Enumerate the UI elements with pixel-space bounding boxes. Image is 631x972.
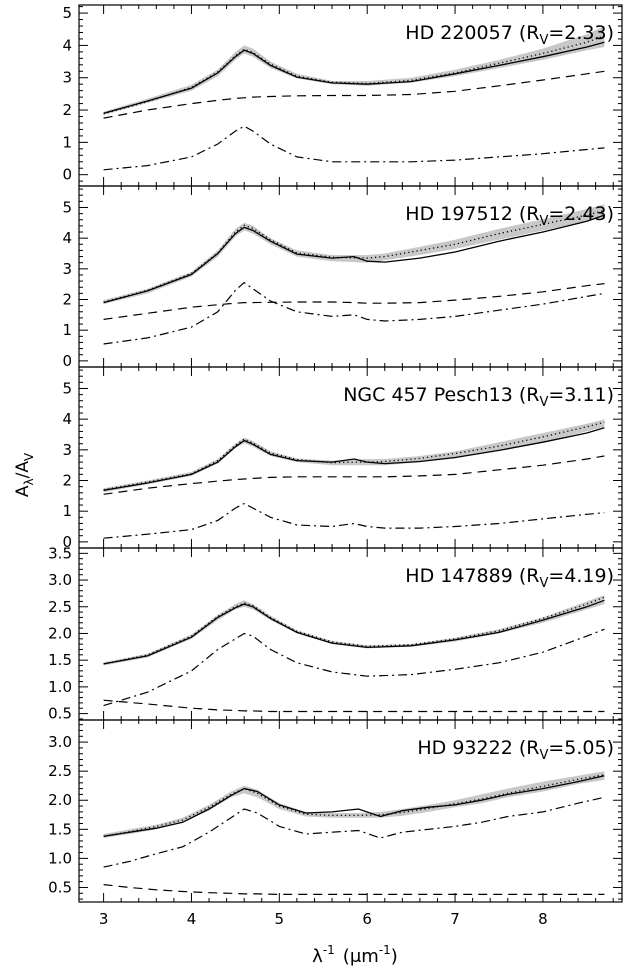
panel-label: NGC 457 Pesch13 (RV=3.11)	[343, 384, 614, 410]
panel-label: HD 147889 (RV=4.19)	[405, 565, 614, 591]
series-line-dotted	[103, 421, 605, 491]
y-tick-label: 3	[62, 260, 72, 278]
y-tick-label: 1.5	[48, 651, 72, 669]
x-tick-label: 5	[275, 910, 285, 928]
y-tick-label: 0.5	[48, 878, 72, 896]
y-tick-label: 2.0	[48, 791, 72, 809]
y-tick-label: 2	[62, 472, 72, 490]
y-tick-label: 4	[62, 410, 72, 428]
y-tick-label: 2	[62, 291, 72, 309]
y-tick-label: 4	[62, 36, 72, 54]
panel-2: 0 1 2 3 4 5 HD 197512 (RV=2.43)	[62, 185, 623, 370]
y-tick-label: 3.5	[48, 544, 72, 562]
series-line-dashed	[103, 455, 605, 495]
y-tick-label: 3.0	[48, 571, 72, 589]
x-axis-label-close: )	[391, 946, 398, 967]
y-tick-label: 3	[62, 69, 72, 87]
uncertainty-band	[103, 771, 605, 838]
panel-label: HD 197512 (RV=2.43)	[405, 203, 614, 229]
panel-label: HD 93222 (RV=5.05)	[417, 737, 614, 763]
x-axis-label-lambda: λ	[312, 946, 323, 967]
series-line-solid	[103, 427, 605, 491]
series-line-dashdot	[103, 628, 605, 707]
y-tick-label: 2.5	[48, 762, 72, 780]
x-tick-label: 8	[538, 910, 548, 928]
x-tick-label: 7	[450, 910, 460, 928]
y-axis-label-sub1: λ	[22, 478, 36, 485]
y-tick-label: 0	[62, 533, 72, 551]
y-tick-label: 5	[62, 379, 72, 397]
series-line-dashed	[103, 884, 605, 895]
y-tick-label: 1.0	[48, 849, 72, 867]
series-line-dotted	[103, 35, 605, 115]
x-tick-label: 6	[362, 910, 372, 928]
y-tick-label: 2	[62, 101, 72, 119]
y-tick-label: 1	[62, 502, 72, 520]
panel-frame	[78, 719, 623, 903]
y-tick-label: 5	[62, 198, 72, 216]
y-axis-label-main: A	[13, 485, 33, 497]
series-line-dashed	[103, 283, 605, 320]
x-axis-label: λ-1 (μm-1)	[312, 943, 398, 967]
panel-frame	[78, 547, 623, 721]
uncertainty-band	[103, 595, 605, 666]
y-axis-label-mid: /A	[13, 461, 33, 479]
y-tick-label: 3.0	[48, 733, 72, 751]
series-line-solid	[103, 599, 605, 665]
x-axis-label-rest-sup: -1	[379, 943, 391, 957]
series-line-dashdot	[103, 281, 605, 345]
panel-5: 0.5 1.0 1.5 2.0 2.5 3.0 3 4 5 6 7 8 HD 93222 (RV=5.0…	[48, 719, 623, 928]
series-line-solid	[103, 214, 605, 304]
series-line-dashdot	[103, 796, 605, 868]
series-line-dashdot	[103, 502, 605, 539]
x-axis-label-rest: (μm	[343, 946, 379, 967]
y-tick-label: 0	[62, 166, 72, 184]
series-line-dotted	[103, 774, 605, 837]
x-axis-label-sup: -1	[323, 943, 335, 957]
axis-labels: Aλ/AV λ-1 (μm-1)	[13, 452, 398, 967]
y-tick-label: 4	[62, 229, 72, 247]
panel-4: 0.5 1.0 1.5 2.0 2.5 3.0 3.5 HD 147889 (RV=4.19)	[48, 544, 623, 723]
panel-label: HD 220057 (RV=2.33)	[405, 22, 614, 48]
series-line-dotted	[103, 596, 605, 665]
panel-1: 0 1 2 3 4 5 HD 220057 (RV=2.33)	[62, 4, 623, 187]
y-tick-label: 3	[62, 441, 72, 459]
y-tick-label: 1	[62, 321, 72, 339]
y-tick-label: 1.5	[48, 820, 72, 838]
y-axis-label: Aλ/AV	[13, 452, 36, 497]
y-tick-label: 2.5	[48, 598, 72, 616]
y-axis-label-sub2: V	[22, 452, 36, 461]
uncertainty-band	[103, 419, 605, 493]
series-line-dashdot	[103, 125, 605, 171]
panel-3: 0 1 2 3 4 5 NGC 457 Pesch13 (RV=3.11)	[62, 366, 623, 551]
y-tick-label: 1.0	[48, 678, 72, 696]
y-tick-label: 0.5	[48, 705, 72, 723]
x-tick-label: 4	[187, 910, 197, 928]
series-line-dashed	[103, 699, 605, 713]
series-line-solid	[103, 775, 605, 837]
y-tick-label: 2.0	[48, 624, 72, 642]
y-tick-label: 0	[62, 352, 72, 370]
series-line-solid	[103, 41, 605, 114]
x-tick-label: 3	[99, 910, 109, 928]
y-tick-label: 1	[62, 133, 72, 151]
series-line-dashed	[103, 70, 605, 119]
y-tick-label: 5	[62, 4, 72, 22]
panels-group: 0 1 2 3 4 5 HD 220057 (RV=2.33) 0 1 2 3 4 5 HD 197512…	[48, 4, 623, 928]
series-line-dotted	[103, 209, 605, 303]
